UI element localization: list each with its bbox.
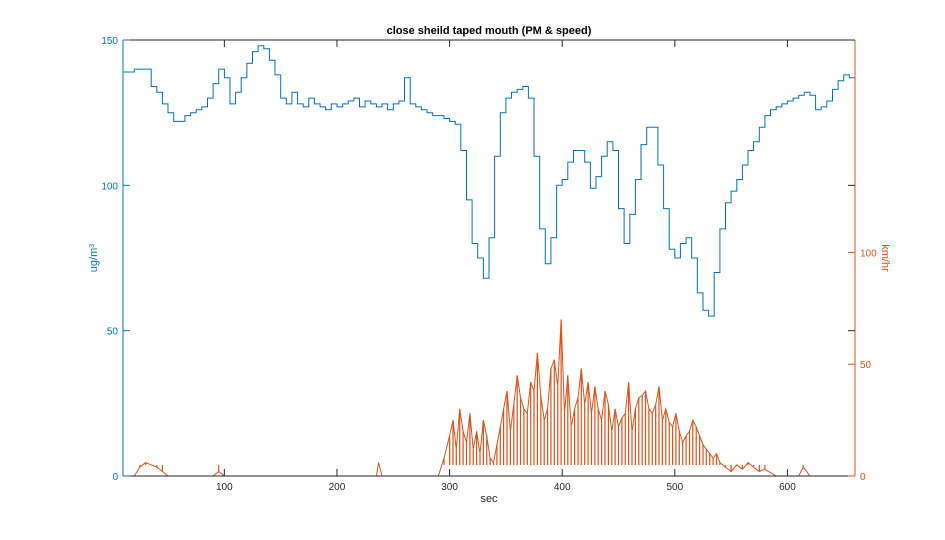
y-axis-label-left: ug/m3 xyxy=(88,244,100,272)
y-right-tick-label: 0 xyxy=(860,472,866,483)
y-left-tick-label: 50 xyxy=(107,327,119,338)
x-tick-label: 600 xyxy=(779,482,796,493)
x-axis-label: sec xyxy=(480,493,498,505)
ticks-layer: 100 200 300 400 500 600 0 50 100 150 0 50 100 xyxy=(101,36,877,493)
x-tick-label: 100 xyxy=(216,482,233,493)
y-axis-label-left-superscript: 3 xyxy=(89,244,96,248)
x-tick-label: 300 xyxy=(441,482,458,493)
y-left-tick-label: 0 xyxy=(112,472,118,483)
pm-series-layer xyxy=(123,45,856,317)
y-left-tick-label: 150 xyxy=(101,36,118,47)
x-tick-label: 200 xyxy=(329,482,346,493)
y-right-tick-label: 50 xyxy=(860,360,872,371)
pm-series-line xyxy=(123,45,856,317)
y-axis-label-left-text: ug/m xyxy=(88,248,100,272)
x-tick-label: 500 xyxy=(666,482,683,493)
x-tick-label: 400 xyxy=(554,482,571,493)
chart-title: close sheild taped mouth (PM & speed) xyxy=(387,25,592,37)
y-right-tick-label: 100 xyxy=(860,248,877,259)
y-axis-label-right: km/hr xyxy=(879,244,891,272)
y-left-tick-label: 100 xyxy=(101,181,118,192)
